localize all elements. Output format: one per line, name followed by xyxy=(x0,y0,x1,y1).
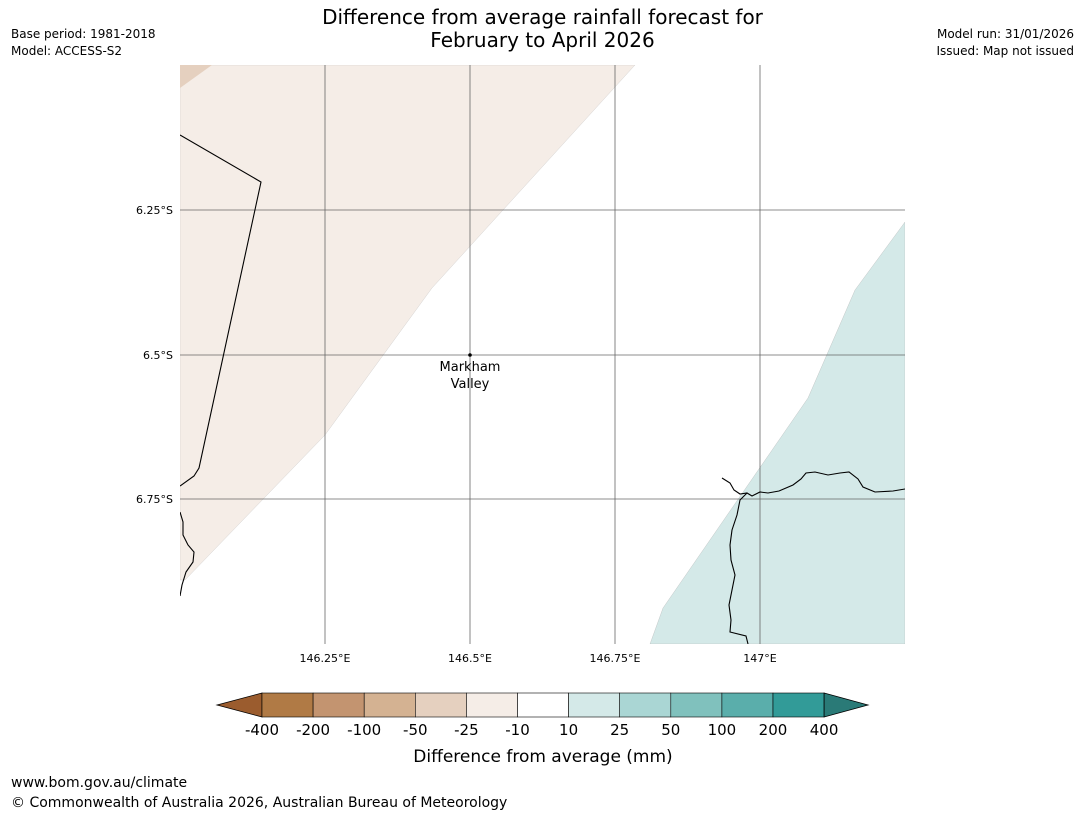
colorbar-tick-label: 25 xyxy=(610,721,629,739)
issued-text: Issued: Map not issued xyxy=(936,44,1074,58)
lon-label-147: 147°E xyxy=(743,652,776,665)
base-period-text: Base period: 1981-2018 xyxy=(11,27,156,41)
brown-corner-region xyxy=(180,65,212,88)
footer-copyright: © Commonwealth of Australia 2026, Austra… xyxy=(11,795,508,811)
colorbar-tick-label: 400 xyxy=(810,721,839,739)
place-name-line2: Valley xyxy=(451,377,490,392)
colorbar-tick-label: -50 xyxy=(403,721,428,739)
coast-line-east xyxy=(721,471,905,497)
lat-labels: 6.25°S 6.5°S 6.75°S xyxy=(136,204,173,506)
colorbar-swatch xyxy=(466,692,518,718)
colorbar-swatch xyxy=(568,692,620,718)
map-panel: Markham Valley xyxy=(180,65,905,644)
colorbar-swatch xyxy=(414,692,467,718)
river-line xyxy=(728,492,749,644)
colorbar: -400 -200 -100 -50 -25 -10 10 25 50 100 200 400 xyxy=(215,692,870,739)
meta-right: Model run: 31/01/2026 Issued: Map not is… xyxy=(936,26,1074,60)
colorbar-tick-label: -400 xyxy=(245,721,279,739)
colorbar-tick-label: -100 xyxy=(347,721,381,739)
colorbar-extend-low xyxy=(215,692,263,718)
lon-label-146-5: 146.5°E xyxy=(448,652,492,665)
colorbar-tick-label: 50 xyxy=(661,721,680,739)
map-title-line2: February to April 2026 xyxy=(430,28,655,52)
model-run-text: Model run: 31/01/2026 xyxy=(936,27,1074,41)
colorbar-swatch xyxy=(721,692,774,718)
colorbar-tick-label: 200 xyxy=(759,721,788,739)
colorbar-swatch xyxy=(261,692,314,718)
colorbar-extend-high xyxy=(823,692,870,718)
lon-labels: 146.25°E 146.5°E 146.75°E 147°E xyxy=(300,652,777,665)
meta-left: Base period: 1981-2018 Model: ACCESS-S2 xyxy=(11,26,156,60)
teal-region xyxy=(649,221,905,644)
colorbar-tick-label: 100 xyxy=(708,721,737,739)
colorbar-swatch xyxy=(670,692,723,718)
colorbar-swatch xyxy=(312,692,365,718)
colorbar-tick-label: 10 xyxy=(559,721,578,739)
lat-label-6-5: 6.5°S xyxy=(143,349,173,362)
model-text: Model: ACCESS-S2 xyxy=(11,44,123,58)
colorbar-swatch xyxy=(517,692,569,718)
place-name-line1: Markham xyxy=(440,360,501,375)
lat-label-6-75: 6.75°S xyxy=(136,493,173,506)
footer-url: www.bom.gov.au/climate xyxy=(11,775,188,791)
coastlines xyxy=(180,134,905,644)
coast-line-southwest xyxy=(180,511,195,597)
colorbar-tick-label: -10 xyxy=(505,721,530,739)
colorbar-swatch xyxy=(772,692,825,718)
colorbar-tick-label: -25 xyxy=(454,721,479,739)
colorbar-label: Difference from average (mm) xyxy=(413,747,672,767)
boundary-line-west xyxy=(180,134,262,487)
colorbar-swatch xyxy=(619,692,672,718)
map-title: Difference from average rainfall forecas… xyxy=(0,6,1085,52)
markham-valley-marker xyxy=(468,353,472,357)
lon-label-146-25: 146.25°E xyxy=(300,652,351,665)
lat-label-6-25: 6.25°S xyxy=(136,204,173,217)
graticule xyxy=(180,65,905,644)
map-title-line1: Difference from average rainfall forecas… xyxy=(322,5,763,29)
lon-label-146-75: 146.75°E xyxy=(590,652,641,665)
colorbar-tick-label: -200 xyxy=(296,721,330,739)
colorbar-swatch xyxy=(363,692,416,718)
